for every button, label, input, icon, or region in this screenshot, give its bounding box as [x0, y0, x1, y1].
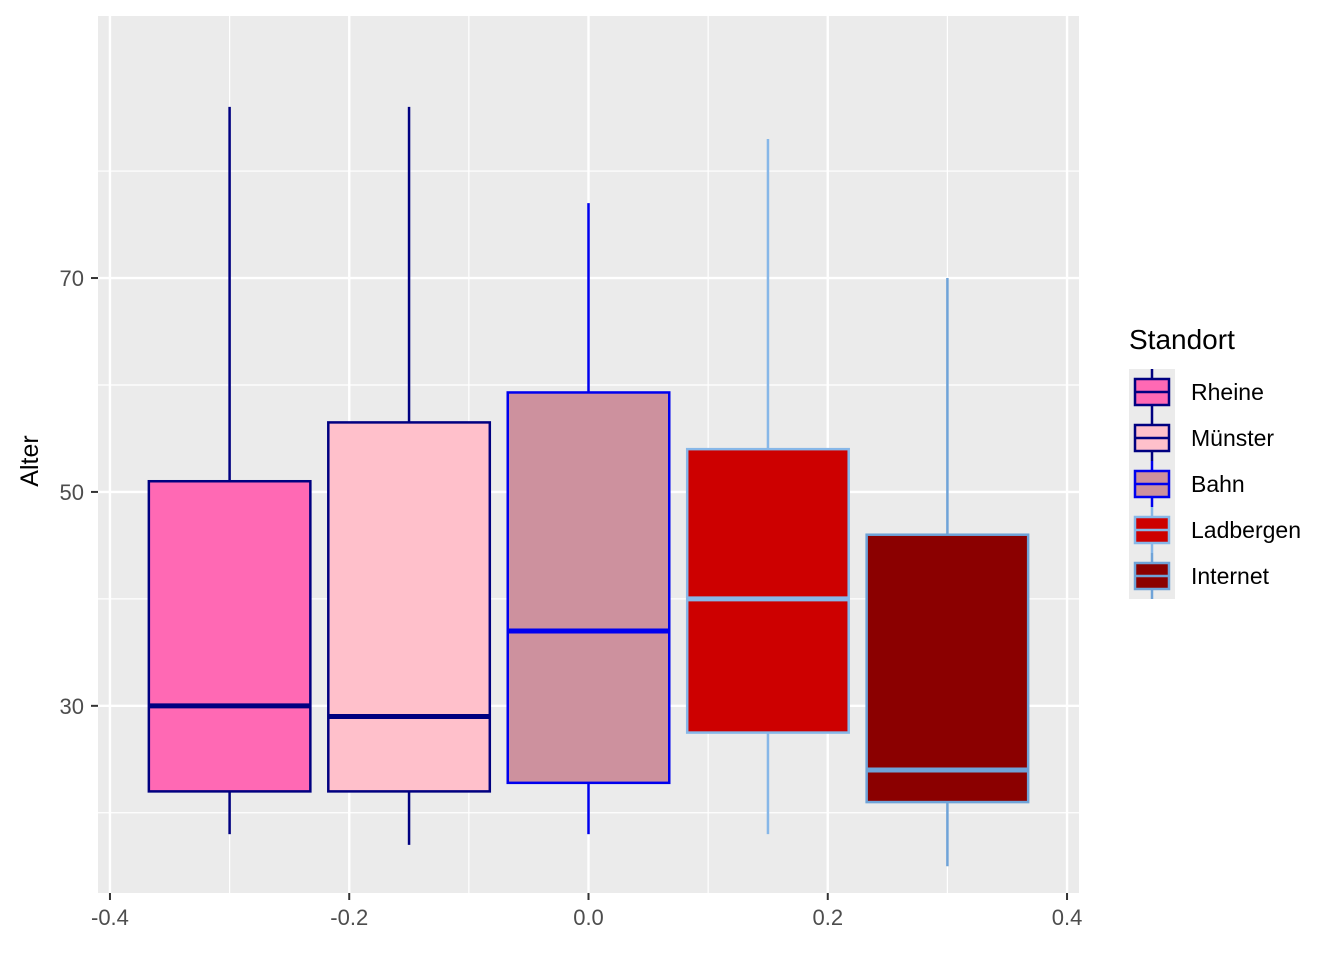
box-internet — [865, 278, 1030, 867]
box-iqr — [506, 391, 671, 785]
legend-label: Bahn — [1191, 471, 1245, 497]
box-iqr — [865, 533, 1030, 804]
box-iqr — [327, 421, 492, 793]
boxes — [147, 106, 1030, 867]
legend-item-rheine: Rheine — [1129, 369, 1264, 415]
legend-label: Münster — [1191, 425, 1274, 451]
y-axis-label: Alter — [16, 435, 44, 486]
legend-item-bahn: Bahn — [1129, 461, 1245, 507]
x-tick-label: 0.2 — [812, 905, 843, 930]
box-bahn — [506, 203, 671, 835]
box-münster — [327, 106, 492, 845]
box-ladbergen — [685, 138, 850, 835]
legend-item-münster: Münster — [1129, 415, 1274, 461]
legend-label: Internet — [1191, 563, 1270, 589]
legend-label: Rheine — [1191, 379, 1264, 405]
y-tick-label: 30 — [60, 694, 84, 719]
box-iqr — [685, 447, 850, 734]
x-tick-label: -0.4 — [91, 905, 129, 930]
y-tick-label: 50 — [60, 480, 84, 505]
box-iqr — [147, 479, 312, 793]
legend: Standort Rheine Münster Bahn Ladbergen Inter… — [1129, 324, 1301, 599]
legend-label: Ladbergen — [1191, 517, 1301, 543]
y-tick-label: 70 — [60, 266, 84, 291]
x-tick-label: -0.2 — [330, 905, 368, 930]
y-axis: 30 50 70 — [60, 266, 98, 719]
x-tick-label: 0.4 — [1052, 905, 1083, 930]
x-tick-label: 0.0 — [573, 905, 604, 930]
x-axis: -0.4 -0.2 0.0 0.2 0.4 — [91, 893, 1082, 930]
legend-title: Standort — [1129, 324, 1235, 355]
legend-item-ladbergen: Ladbergen — [1129, 507, 1301, 553]
box-rheine — [147, 106, 312, 835]
legend-keys: Rheine Münster Bahn Ladbergen Internet — [1129, 369, 1301, 599]
legend-item-internet: Internet — [1129, 553, 1270, 599]
